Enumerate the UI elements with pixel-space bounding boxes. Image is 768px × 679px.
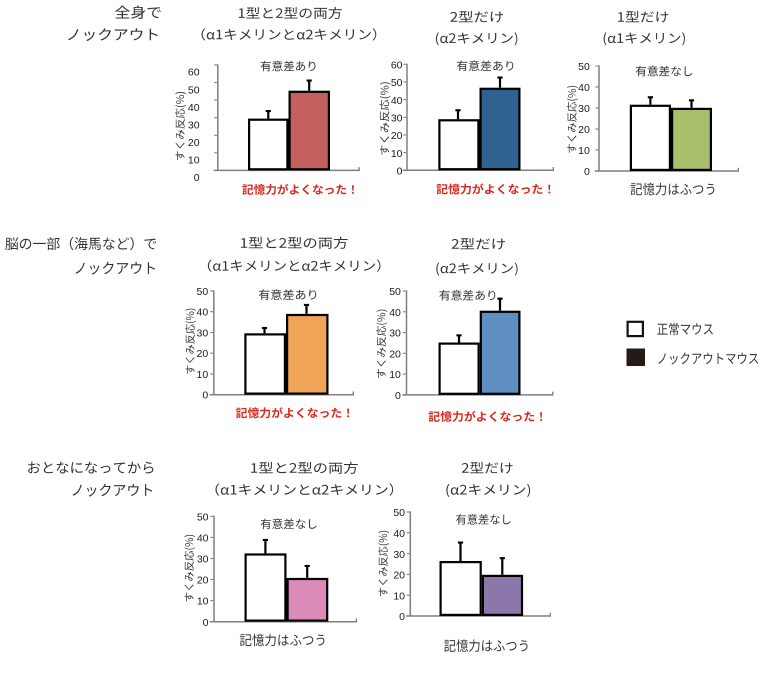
svg-text:40: 40 xyxy=(389,307,401,319)
svg-text:30: 30 xyxy=(197,328,209,340)
svg-text:50: 50 xyxy=(578,61,590,73)
svg-text:0: 0 xyxy=(202,390,208,402)
svg-text:0: 0 xyxy=(399,611,405,623)
svg-text:50: 50 xyxy=(197,286,209,298)
svg-text:40: 40 xyxy=(197,533,209,545)
svg-text:50: 50 xyxy=(393,507,405,519)
svg-text:10: 10 xyxy=(578,145,590,157)
svg-text:10: 10 xyxy=(197,596,209,608)
svg-text:50: 50 xyxy=(389,286,401,298)
svg-text:40: 40 xyxy=(197,307,209,319)
svg-text:30: 30 xyxy=(197,554,209,566)
svg-text:0: 0 xyxy=(397,166,403,178)
svg-text:30: 30 xyxy=(391,113,403,125)
svg-text:10: 10 xyxy=(391,148,403,160)
svg-text:10: 10 xyxy=(197,369,209,381)
svg-text:40: 40 xyxy=(393,528,405,540)
svg-text:60: 60 xyxy=(391,60,403,72)
svg-text:40: 40 xyxy=(578,82,590,94)
svg-text:30: 30 xyxy=(188,119,200,131)
svg-text:40: 40 xyxy=(391,95,403,107)
svg-text:20: 20 xyxy=(578,124,590,136)
svg-text:50: 50 xyxy=(188,84,200,96)
svg-text:0: 0 xyxy=(584,166,590,178)
svg-text:30: 30 xyxy=(389,328,401,340)
svg-text:10: 10 xyxy=(393,590,405,602)
svg-text:20: 20 xyxy=(197,348,209,360)
svg-text:30: 30 xyxy=(393,549,405,561)
svg-text:50: 50 xyxy=(391,77,403,89)
svg-text:20: 20 xyxy=(188,137,200,149)
svg-text:0: 0 xyxy=(395,390,401,402)
svg-text:30: 30 xyxy=(578,103,590,115)
svg-text:10: 10 xyxy=(188,155,200,167)
svg-text:20: 20 xyxy=(393,570,405,582)
svg-text:20: 20 xyxy=(389,348,401,360)
svg-text:60: 60 xyxy=(188,67,200,79)
svg-text:0: 0 xyxy=(203,617,209,629)
svg-text:20: 20 xyxy=(391,130,403,142)
svg-text:40: 40 xyxy=(188,102,200,114)
svg-text:10: 10 xyxy=(389,369,401,381)
svg-text:50: 50 xyxy=(197,511,209,523)
svg-text:0: 0 xyxy=(194,172,200,184)
svg-text:20: 20 xyxy=(197,575,209,587)
